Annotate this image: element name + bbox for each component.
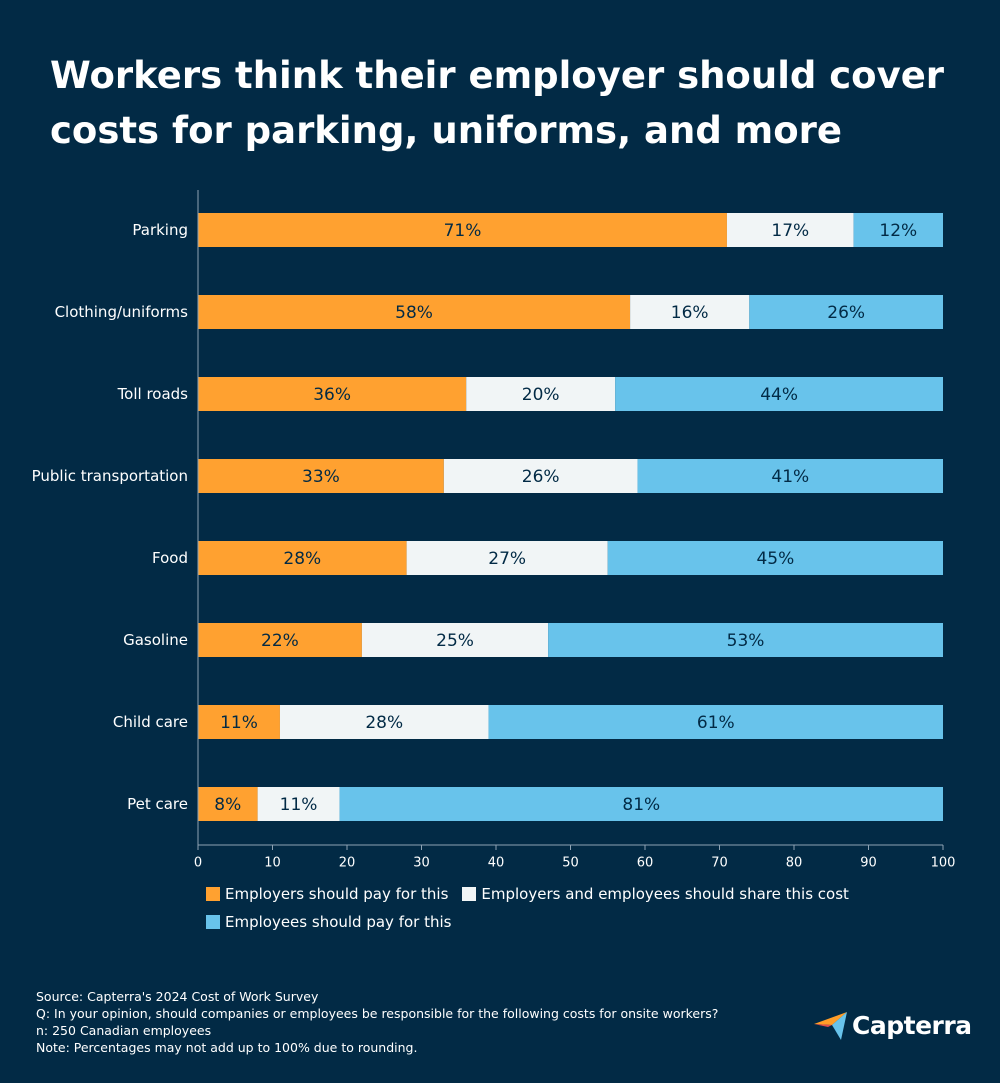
footnote-source: Source: Capterra's 2024 Cost of Work Sur… (36, 989, 319, 1004)
bar-pet-care-employees-pay (339, 787, 943, 821)
bar-label-parking-employees-pay: 12% (879, 221, 917, 241)
bar-label-public-transportation-employees-pay: 41% (771, 467, 809, 487)
bar-child-care-employees-pay (488, 705, 943, 739)
legend-label-share: Employers and employees should share thi… (481, 885, 849, 903)
bar-label-food-employees-pay: 45% (756, 549, 794, 569)
bar-toll-roads-shared (466, 377, 616, 411)
bar-label-pet-care-employers-pay: 8% (214, 795, 241, 815)
bar-public-transportation-shared (443, 459, 638, 493)
x-tick-label-20: 20 (339, 856, 356, 871)
x-tick-label-10: 10 (264, 856, 281, 871)
bar-label-pet-care-employees-pay: 81% (622, 795, 660, 815)
x-tick-label-90: 90 (860, 856, 877, 871)
bars-group: 71% 17% 12% 58% 16% 26% 36% 20% 44% 33% 26% 41% 28% 2… (198, 213, 943, 821)
x-tick-label-70: 70 (711, 856, 728, 871)
x-axis: 0 10 20 30 40 50 60 70 80 90 100 (194, 190, 956, 871)
bar-label-parking-shared: 17% (771, 221, 809, 241)
chart-title: Workers think their employer should cove… (50, 54, 945, 152)
bar-gasoline-shared (361, 623, 549, 657)
bar-pet-care-employers-pay (198, 787, 258, 821)
bar-child-care-shared (279, 705, 489, 739)
footnote-question: Q: In your opinion, should companies or … (36, 1006, 719, 1021)
legend-item-share: Employers and employees should share thi… (462, 884, 849, 904)
bar-toll-roads-employers-pay (198, 377, 467, 411)
bar-parking-employers-pay (198, 213, 727, 247)
legend-row-1: Employers should pay for this Employers … (206, 884, 906, 904)
x-tick-label-50: 50 (562, 856, 579, 871)
legend-item-employees: Employees should pay for this (206, 912, 451, 932)
category-label-clothing-uniforms: Clothing/uniforms (55, 303, 189, 321)
bar-label-toll-roads-employers-pay: 36% (313, 385, 351, 405)
bar-label-toll-roads-employees-pay: 44% (760, 385, 798, 405)
bar-label-clothing-uniforms-shared: 16% (671, 303, 709, 323)
legend-item-employers: Employers should pay for this (206, 884, 448, 904)
category-label-public-transportation: Public transportation (32, 467, 188, 485)
legend: Employers should pay for this Employers … (206, 884, 906, 940)
bar-clothing-uniforms-employees-pay (749, 295, 943, 329)
bar-label-food-shared: 27% (488, 549, 526, 569)
footnote-sample: n: 250 Canadian employees (36, 1023, 212, 1038)
bar-label-child-care-shared: 28% (365, 713, 403, 733)
bar-label-parking-employers-pay: 71% (444, 221, 482, 241)
category-label-parking: Parking (132, 221, 188, 239)
footnote-note: Note: Percentages may not add up to 100%… (36, 1040, 418, 1055)
bar-label-child-care-employees-pay: 61% (697, 713, 735, 733)
category-label-child-care: Child care (113, 713, 188, 731)
category-label-food: Food (152, 549, 188, 567)
bar-clothing-uniforms-shared (630, 295, 750, 329)
legend-swatch-employees (206, 915, 220, 929)
bar-label-food-employers-pay: 28% (283, 549, 321, 569)
x-tick-label-80: 80 (786, 856, 803, 871)
x-tick-label-40: 40 (488, 856, 505, 871)
stacked-bar-chart: 71% 17% 12% 58% 16% 26% 36% 20% 44% 33% 26% 41% 28% 2… (32, 190, 956, 871)
bar-label-clothing-uniforms-employees-pay: 26% (827, 303, 865, 323)
legend-swatch-share (462, 887, 477, 901)
category-labels: Parking Clothing/uniforms Toll roads Public… (32, 221, 189, 813)
bar-label-public-transportation-employers-pay: 33% (302, 467, 340, 487)
bar-gasoline-employees-pay (548, 623, 943, 657)
capterra-arrow-icon (814, 1012, 847, 1040)
bar-food-shared (406, 541, 608, 575)
legend-row-2: Employees should pay for this (206, 912, 906, 932)
bar-label-pet-care-shared: 11% (280, 795, 318, 815)
footnotes: Source: Capterra's 2024 Cost of Work Sur… (36, 988, 796, 1056)
bar-label-toll-roads-shared: 20% (522, 385, 560, 405)
bar-parking-employees-pay (853, 213, 943, 247)
category-label-gasoline: Gasoline (123, 631, 188, 649)
legend-swatch-employers (206, 887, 220, 901)
bar-label-public-transportation-shared: 26% (522, 467, 560, 487)
bar-public-transportation-employers-pay (198, 459, 444, 493)
category-label-pet-care: Pet care (127, 795, 188, 813)
bar-food-employees-pay (607, 541, 943, 575)
bar-label-child-care-employers-pay: 11% (220, 713, 258, 733)
bar-label-gasoline-employees-pay: 53% (727, 631, 765, 651)
bar-child-care-employers-pay (198, 705, 280, 739)
bar-food-employers-pay (198, 541, 407, 575)
capterra-logo-text: Capterra (852, 1010, 972, 1040)
capterra-logo: Capterra (814, 1005, 972, 1045)
bar-label-gasoline-shared: 25% (436, 631, 474, 651)
x-tick-label-60: 60 (637, 856, 654, 871)
bar-clothing-uniforms-employers-pay (198, 295, 631, 329)
legend-label-employees: Employees should pay for this (225, 913, 452, 931)
category-label-toll-roads: Toll roads (117, 385, 189, 403)
x-tick-label-0: 0 (194, 856, 202, 871)
x-tick-label-100: 100 (931, 856, 956, 871)
bar-toll-roads-employees-pay (615, 377, 943, 411)
bar-label-gasoline-employers-pay: 22% (261, 631, 299, 651)
bar-public-transportation-employees-pay (637, 459, 943, 493)
x-tick-label-30: 30 (413, 856, 430, 871)
legend-label-employers: Employers should pay for this (225, 885, 449, 903)
bar-gasoline-employers-pay (198, 623, 362, 657)
bar-label-clothing-uniforms-employers-pay: 58% (395, 303, 433, 323)
bar-parking-shared (726, 213, 854, 247)
bar-pet-care-shared (257, 787, 340, 821)
